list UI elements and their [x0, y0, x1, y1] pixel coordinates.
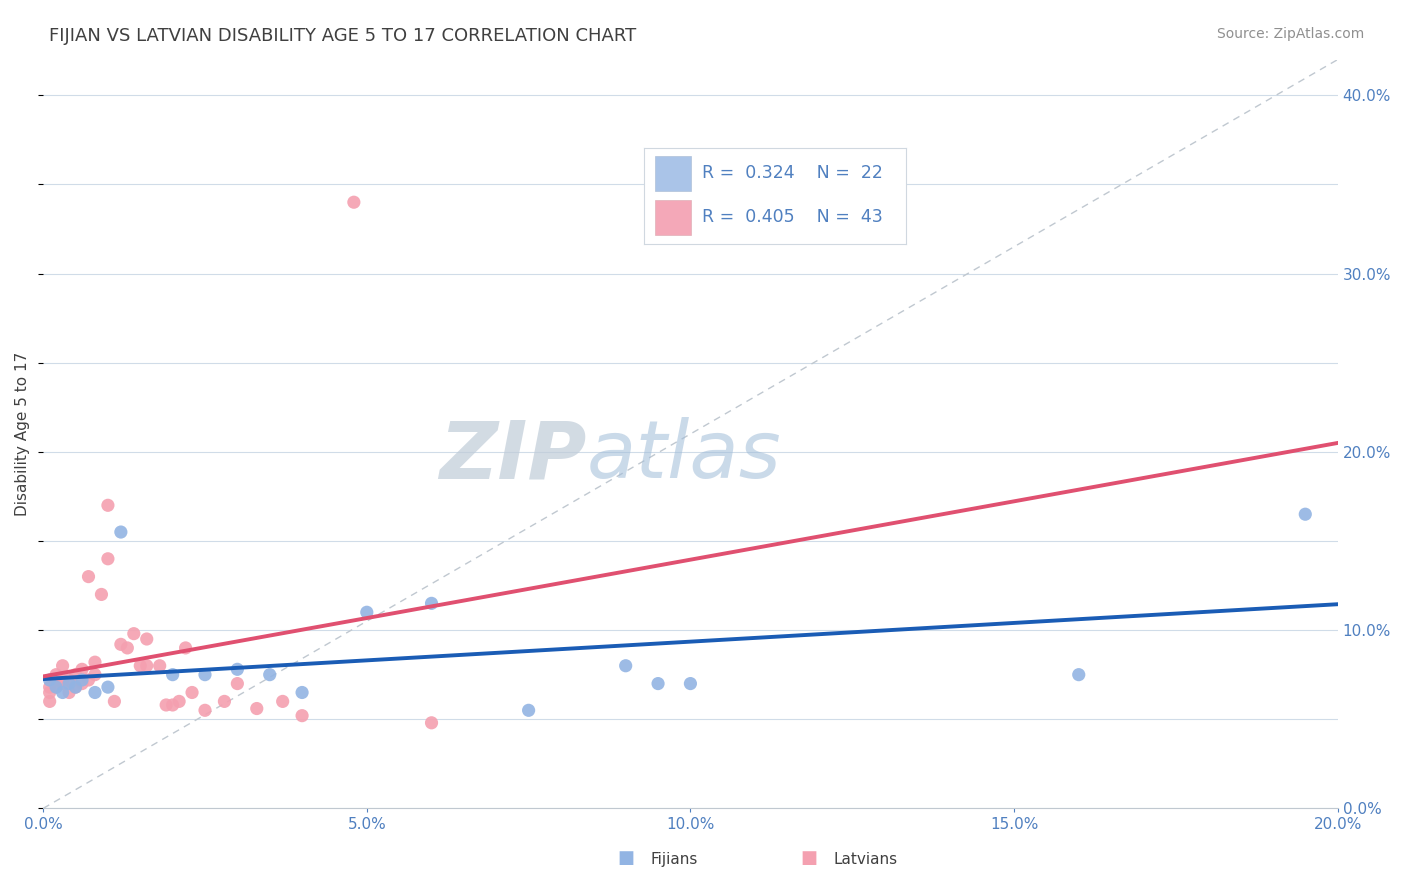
Point: [117, 640, 139, 655]
Point: [343, 195, 366, 210]
Point: [52, 676, 75, 690]
Text: atlas: atlas: [586, 417, 782, 495]
Point: [38, 680, 60, 694]
Point: [226, 662, 249, 676]
Point: [70, 673, 93, 687]
Point: [52, 685, 75, 699]
Point: [135, 658, 157, 673]
Point: [122, 626, 145, 640]
Point: [420, 596, 443, 610]
Point: [291, 685, 314, 699]
Text: Source: ZipAtlas.com: Source: ZipAtlas.com: [1216, 27, 1364, 41]
Point: [45, 667, 67, 681]
Text: Fijians: Fijians: [651, 852, 699, 867]
Point: [77, 673, 100, 687]
Point: [70, 662, 93, 676]
Point: [679, 676, 702, 690]
Point: [517, 703, 540, 717]
Point: [110, 637, 132, 651]
Point: [97, 498, 120, 512]
Point: [129, 658, 152, 673]
Point: [90, 587, 112, 601]
Point: [174, 640, 197, 655]
Point: [58, 673, 80, 687]
Point: [38, 694, 60, 708]
Point: [45, 680, 67, 694]
Point: [45, 673, 67, 687]
Point: [65, 680, 87, 694]
Point: [45, 680, 67, 694]
Point: [70, 676, 93, 690]
Point: [420, 715, 443, 730]
Bar: [655, 156, 692, 191]
Point: [149, 658, 172, 673]
Point: [58, 685, 80, 699]
Point: [38, 673, 60, 687]
Point: [58, 676, 80, 690]
Text: ZIP: ZIP: [440, 417, 586, 495]
Point: [614, 658, 637, 673]
Text: ■: ■: [800, 849, 817, 867]
Point: [77, 569, 100, 583]
Bar: [655, 200, 692, 235]
Point: [356, 605, 378, 619]
Y-axis label: Disability Age 5 to 17: Disability Age 5 to 17: [15, 351, 30, 516]
Point: [84, 655, 107, 669]
Point: [162, 667, 184, 681]
Text: Latvians: Latvians: [834, 852, 898, 867]
Point: [194, 703, 217, 717]
Point: [84, 667, 107, 681]
Point: [97, 680, 120, 694]
Point: [110, 524, 132, 539]
Point: [84, 685, 107, 699]
Point: [103, 694, 125, 708]
Point: [155, 698, 177, 712]
Text: FIJIAN VS LATVIAN DISABILITY AGE 5 TO 17 CORRELATION CHART: FIJIAN VS LATVIAN DISABILITY AGE 5 TO 17…: [49, 27, 637, 45]
Point: [65, 667, 87, 681]
Point: [291, 708, 314, 723]
Point: [271, 694, 294, 708]
Point: [647, 676, 669, 690]
Point: [181, 685, 204, 699]
Point: [259, 667, 281, 681]
Point: [52, 658, 75, 673]
Text: ■: ■: [617, 849, 634, 867]
Text: R =  0.324    N =  22: R = 0.324 N = 22: [702, 164, 883, 182]
Text: R =  0.405    N =  43: R = 0.405 N = 43: [702, 209, 883, 227]
Point: [214, 694, 236, 708]
Point: [246, 701, 269, 715]
Point: [162, 698, 184, 712]
Point: [194, 667, 217, 681]
Point: [65, 680, 87, 694]
Point: [135, 632, 157, 646]
Point: [97, 551, 120, 566]
Point: [226, 676, 249, 690]
Point: [1294, 507, 1316, 521]
Point: [1067, 667, 1090, 681]
Point: [167, 694, 190, 708]
Point: [38, 685, 60, 699]
Point: [52, 673, 75, 687]
